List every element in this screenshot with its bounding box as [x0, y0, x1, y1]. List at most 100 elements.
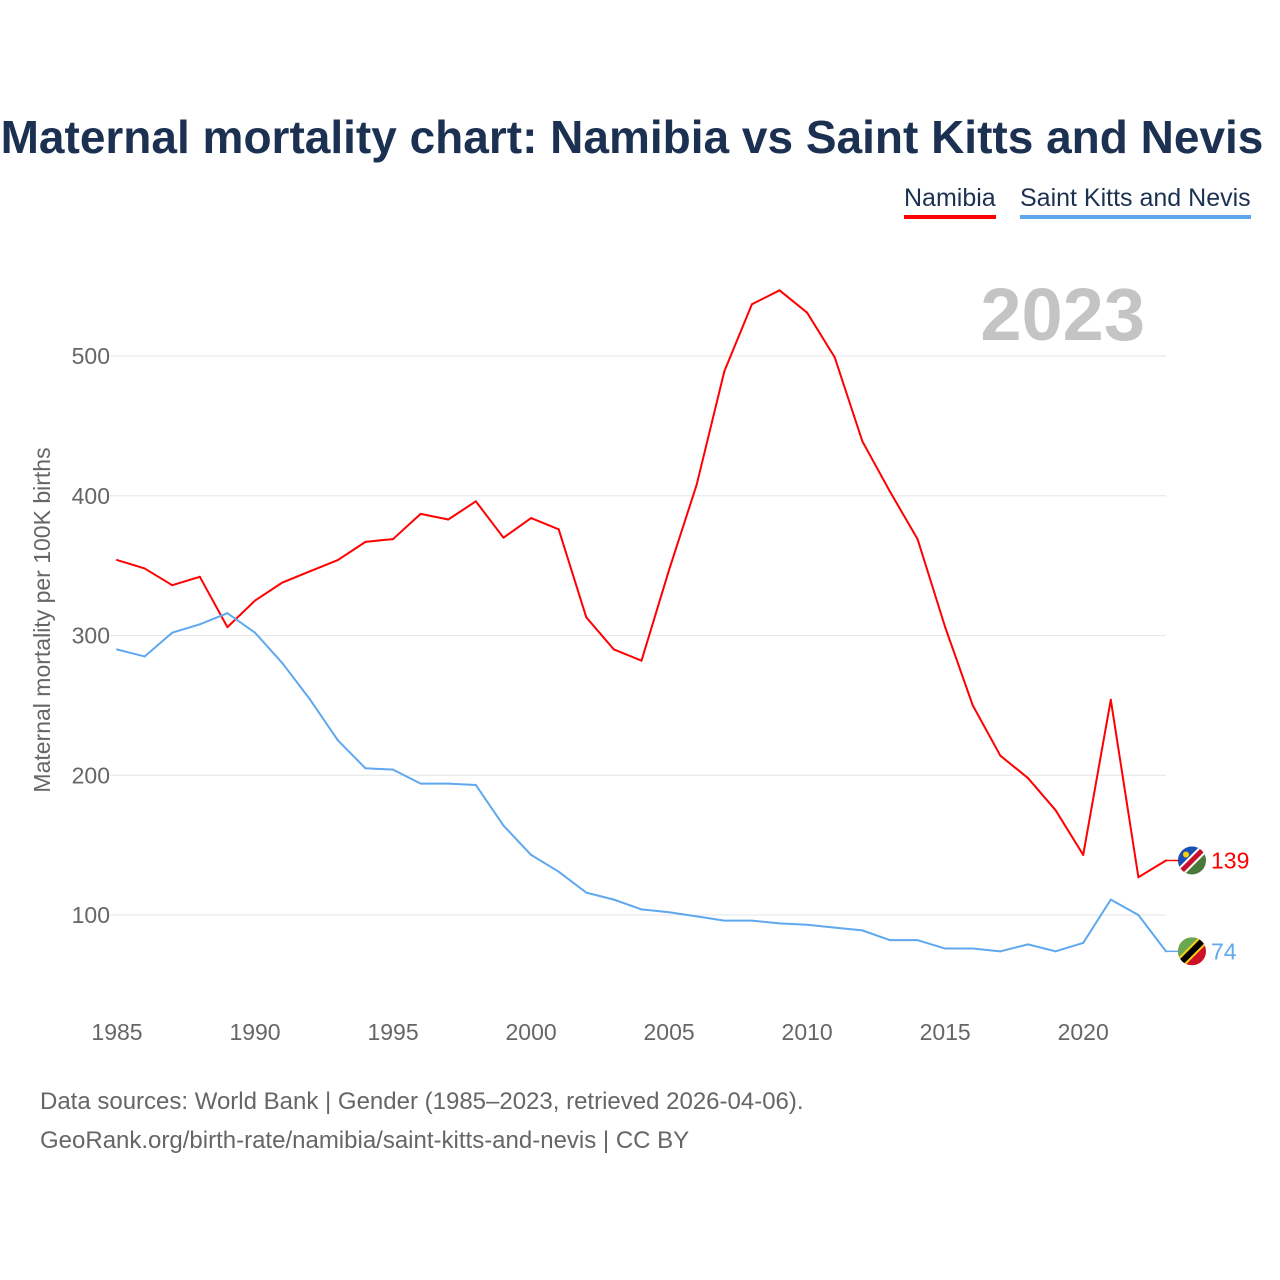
data-point	[226, 612, 229, 615]
data-point	[530, 517, 533, 520]
saint-kitts-flag-icon	[1178, 937, 1206, 966]
x-tick-label: 1985	[91, 1019, 142, 1045]
x-tick-label: 2015	[920, 1019, 971, 1045]
data-point	[1054, 950, 1057, 953]
y-tick-label: 300	[72, 623, 110, 649]
data-point	[364, 540, 367, 543]
data-point	[695, 915, 698, 918]
legend-namibia[interactable]: Namibia	[904, 184, 996, 219]
x-tick-label: 2005	[644, 1019, 695, 1045]
data-point	[281, 662, 284, 665]
x-tick-label: 1990	[229, 1019, 280, 1045]
data-point	[1109, 698, 1112, 701]
data-point	[916, 538, 919, 541]
data-point	[1082, 853, 1085, 856]
data-point	[750, 303, 753, 306]
data-point	[309, 698, 312, 701]
data-point	[640, 659, 643, 662]
data-point	[585, 891, 588, 894]
data-point	[198, 575, 201, 578]
data-point	[999, 950, 1002, 953]
end-value-label: 139	[1211, 847, 1249, 873]
data-point	[392, 538, 395, 541]
data-point	[254, 631, 257, 634]
data-point	[888, 939, 891, 942]
data-point	[530, 853, 533, 856]
data-point	[392, 768, 395, 771]
y-tick-label: 400	[72, 483, 110, 509]
data-point	[171, 584, 174, 587]
data-point	[364, 767, 367, 770]
data-point	[861, 440, 864, 443]
data-point	[336, 559, 339, 562]
data-point	[419, 782, 422, 785]
data-point	[723, 919, 726, 922]
y-tick-label: 200	[72, 762, 110, 788]
data-point	[833, 926, 836, 929]
year-watermark: 2023	[980, 273, 1145, 356]
data-point	[447, 782, 450, 785]
x-tick-label: 1995	[367, 1019, 418, 1045]
data-point	[419, 512, 422, 515]
end-value-label: 74	[1211, 938, 1237, 964]
data-point	[585, 616, 588, 619]
data-point	[640, 908, 643, 911]
source-text: Data sources: World Bank | Gender (1985–…	[40, 1088, 804, 1115]
data-point	[612, 898, 615, 901]
data-point	[668, 911, 671, 914]
data-point	[143, 567, 146, 570]
data-point	[833, 356, 836, 359]
y-tick-label: 500	[72, 343, 110, 369]
data-point	[171, 631, 174, 634]
data-point	[1137, 914, 1140, 916]
data-point	[944, 626, 947, 629]
data-point	[1026, 777, 1029, 780]
y-tick-label: 100	[72, 902, 110, 928]
chart-title: Maternal mortality chart: Namibia vs Sai…	[0, 111, 1264, 163]
data-point	[116, 559, 118, 562]
series-line-namibia	[116, 289, 1167, 879]
data-point	[254, 599, 257, 602]
data-point	[557, 528, 560, 531]
data-point	[1026, 943, 1029, 946]
data-point	[971, 704, 974, 707]
data-point	[281, 581, 284, 584]
data-point	[143, 655, 146, 658]
data-point	[1082, 941, 1085, 944]
data-point	[612, 648, 615, 651]
data-point	[668, 568, 671, 571]
data-point	[309, 570, 312, 573]
data-point	[447, 518, 450, 521]
data-point	[971, 947, 974, 950]
data-point	[861, 929, 864, 932]
x-tick-label: 2000	[505, 1019, 556, 1045]
x-tick-label: 2010	[782, 1019, 833, 1045]
data-point	[999, 754, 1002, 757]
data-point	[336, 739, 339, 742]
data-point	[806, 923, 809, 926]
data-point	[198, 623, 201, 626]
data-point	[750, 919, 753, 922]
data-point	[502, 824, 505, 827]
data-point	[226, 626, 229, 629]
data-point	[888, 490, 891, 493]
x-tick-label: 2020	[1058, 1019, 1109, 1045]
data-point	[723, 370, 726, 373]
source-url[interactable]: GeoRank.org/birth-rate/namibia/saint-kit…	[40, 1127, 690, 1154]
data-point	[1054, 809, 1057, 812]
data-point	[695, 483, 698, 486]
data-point	[474, 784, 477, 787]
legend-saint-kitts-and-nevis[interactable]: Saint Kitts and Nevis	[1020, 184, 1251, 219]
data-point	[557, 870, 560, 873]
data-point	[806, 311, 809, 314]
data-point	[502, 536, 505, 539]
namibia-flag-icon	[1178, 846, 1206, 875]
data-point	[1137, 876, 1140, 879]
data-point	[778, 289, 781, 292]
data-point	[944, 947, 947, 950]
data-point	[1109, 898, 1112, 901]
data-point	[916, 939, 919, 942]
data-point	[116, 648, 118, 651]
data-point	[474, 500, 477, 503]
